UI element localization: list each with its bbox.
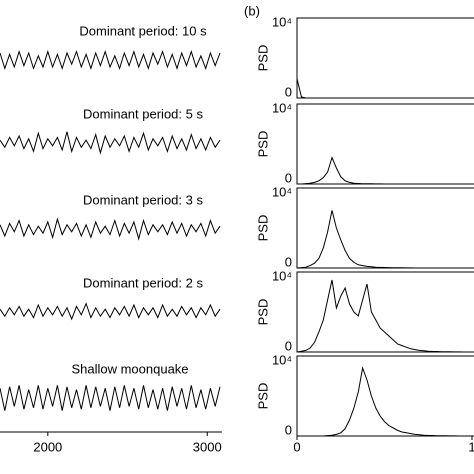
plot-frame [296,17,474,99]
x-tick-label: 0 [293,439,300,454]
y-tick-label: 10⁴ [272,14,292,29]
x-tick-label: 1 [468,439,474,454]
trace-label: Dominant period: 2 s [83,275,203,290]
y-tick-label: 0 [285,170,292,185]
psd-line [296,78,472,99]
psd-line [296,210,472,269]
psd-line [297,156,472,185]
y-axis-label: PSD [255,45,270,72]
y-tick-label: 10⁴ [272,268,292,283]
y-axis-label: PSD [255,131,270,158]
waveform [0,49,221,71]
plot-frame [296,103,474,185]
trace-label: Dominant period: 3 s [83,192,203,207]
y-axis-label: PSD [255,383,270,410]
psd-line [297,366,472,437]
x-tick-label: 3000 [193,439,222,454]
trace-label: Dominant period: 10 s [79,23,207,38]
panel-label: (b) [244,3,260,18]
y-tick-label: 10⁴ [272,352,292,367]
trace-label: Dominant period: 5 s [83,106,203,121]
waveform [0,131,221,155]
y-tick-label: 0 [285,422,292,437]
y-tick-label: 10⁴ [272,100,292,115]
plot-frame [296,355,474,437]
plot-frame [296,187,474,269]
y-axis-label: PSD [255,215,270,242]
waveform [0,302,221,321]
y-tick-label: 0 [285,84,292,99]
y-axis-label: PSD [255,299,270,326]
y-tick-label: 0 [285,254,292,269]
x-tick-label: 2000 [33,439,62,454]
psd-line [296,279,472,353]
y-tick-label: 0 [285,338,292,353]
y-tick-label: 10⁴ [272,184,292,199]
plot-frame [296,271,474,353]
waveform [0,217,221,241]
trace-label: Shallow moonquake [71,361,188,376]
waveform [0,385,221,411]
